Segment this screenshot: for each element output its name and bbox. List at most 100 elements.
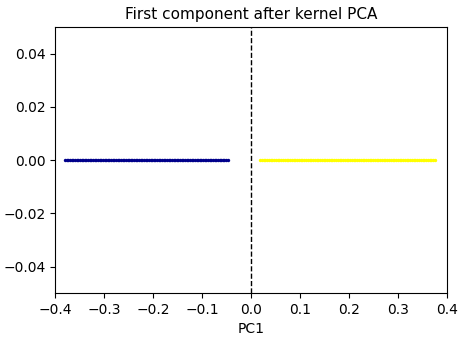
Point: [410, 157, 417, 163]
Point: [394, 157, 402, 163]
Point: [373, 157, 380, 163]
Point: [278, 157, 285, 163]
Point: [134, 157, 141, 163]
Point: [162, 157, 169, 163]
Point: [345, 157, 352, 163]
Point: [403, 157, 410, 163]
Point: [309, 157, 317, 163]
Point: [347, 157, 354, 163]
Point: [341, 157, 349, 163]
Point: [322, 157, 329, 163]
Point: [324, 157, 331, 163]
Point: [339, 157, 347, 163]
Point: [288, 157, 296, 163]
Point: [121, 157, 128, 163]
Point: [407, 157, 414, 163]
Point: [271, 157, 278, 163]
Point: [79, 157, 87, 163]
Point: [193, 157, 200, 163]
Point: [68, 157, 76, 163]
Point: [129, 157, 136, 163]
Point: [297, 157, 304, 163]
Point: [364, 157, 372, 163]
Point: [175, 157, 182, 163]
Point: [224, 157, 231, 163]
Point: [200, 157, 207, 163]
Point: [284, 157, 292, 163]
Point: [219, 157, 226, 163]
Point: [89, 157, 97, 163]
Point: [262, 157, 269, 163]
Point: [371, 157, 378, 163]
Point: [157, 157, 164, 163]
Point: [160, 157, 167, 163]
Point: [112, 157, 120, 163]
Point: [136, 157, 143, 163]
Point: [380, 157, 387, 163]
Point: [276, 157, 283, 163]
Point: [93, 157, 100, 163]
Point: [99, 157, 106, 163]
Point: [279, 157, 287, 163]
Point: [177, 157, 184, 163]
Point: [189, 157, 197, 163]
Point: [265, 157, 272, 163]
Point: [258, 157, 266, 163]
Point: [334, 157, 342, 163]
Point: [218, 157, 225, 163]
Point: [76, 157, 83, 163]
Point: [389, 157, 396, 163]
Point: [213, 157, 220, 163]
Point: [122, 157, 130, 163]
Point: [430, 157, 437, 163]
Point: [396, 157, 403, 163]
Point: [428, 157, 435, 163]
Point: [378, 157, 385, 163]
Point: [86, 157, 94, 163]
Point: [299, 157, 306, 163]
Point: [350, 157, 357, 163]
Point: [168, 157, 176, 163]
Point: [183, 157, 190, 163]
Point: [325, 157, 333, 163]
Point: [206, 157, 213, 163]
Point: [137, 157, 144, 163]
Point: [70, 157, 77, 163]
Point: [145, 157, 153, 163]
Point: [170, 157, 177, 163]
Point: [419, 157, 426, 163]
Point: [196, 157, 203, 163]
Point: [301, 157, 308, 163]
Point: [63, 157, 71, 163]
Point: [125, 157, 133, 163]
Point: [392, 157, 400, 163]
Point: [155, 157, 162, 163]
Point: [281, 157, 289, 163]
Point: [352, 157, 359, 163]
Point: [166, 157, 174, 163]
Point: [139, 157, 146, 163]
Point: [357, 157, 365, 163]
Point: [207, 157, 215, 163]
Point: [302, 157, 310, 163]
Point: [401, 157, 408, 163]
Point: [209, 157, 217, 163]
Point: [315, 157, 322, 163]
Point: [286, 157, 294, 163]
Point: [186, 157, 194, 163]
Point: [65, 157, 72, 163]
Point: [359, 157, 366, 163]
Point: [366, 157, 373, 163]
Point: [188, 157, 195, 163]
Point: [81, 157, 89, 163]
Point: [95, 157, 102, 163]
Point: [111, 157, 118, 163]
Point: [331, 157, 338, 163]
Point: [307, 157, 315, 163]
Point: [387, 157, 395, 163]
Point: [147, 157, 154, 163]
Point: [420, 157, 428, 163]
Point: [417, 157, 425, 163]
Point: [158, 157, 165, 163]
Point: [292, 157, 299, 163]
